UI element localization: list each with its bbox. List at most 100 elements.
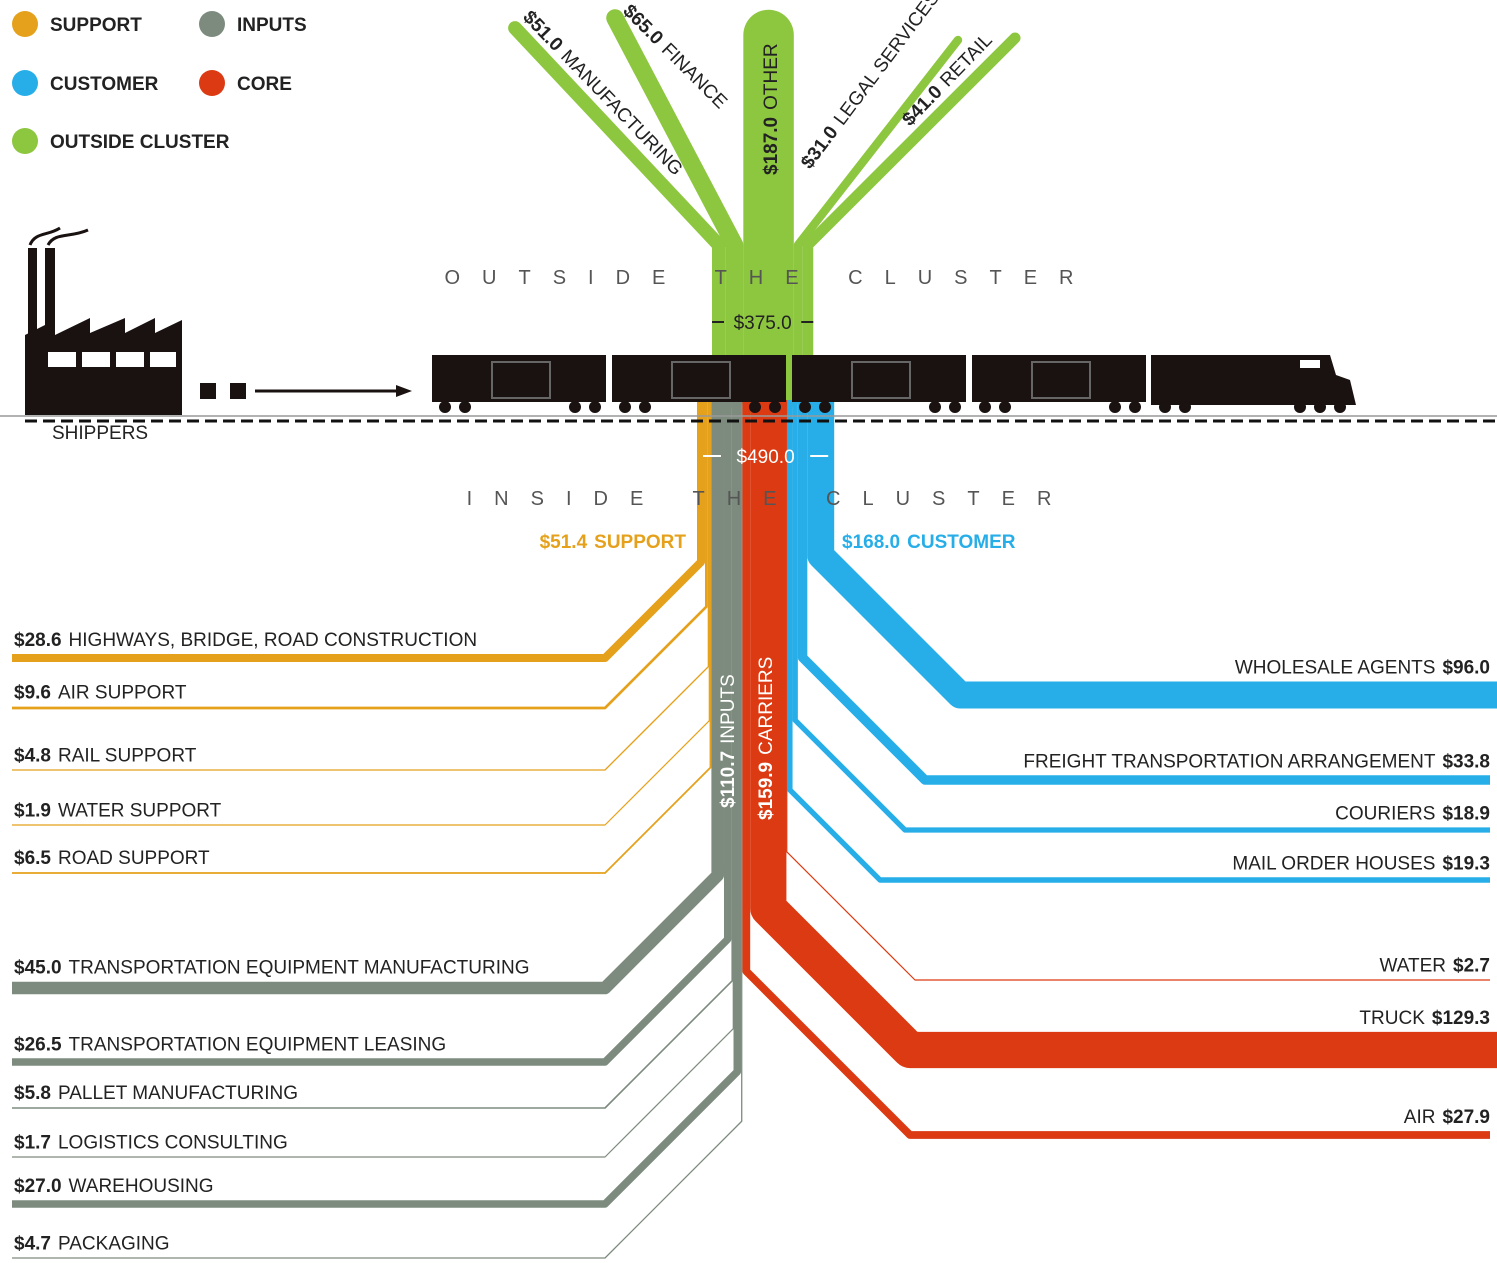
flow-label-part: $6.5 (14, 848, 51, 869)
flow-label-part: TRUCK (1359, 1008, 1425, 1029)
flow-label: WHOLESALE AGENTS $96.0 (1235, 658, 1490, 679)
wheel (459, 401, 471, 413)
wheel (749, 401, 761, 413)
flow-label: $26.5 TRANSPORTATION EQUIPMENT LEASING (14, 1034, 446, 1055)
wheel (1109, 401, 1121, 413)
inside-flow (742, 400, 1490, 1139)
wheel (1294, 401, 1306, 413)
flow-label-part: $129.3 (1432, 1008, 1490, 1029)
wheel (569, 401, 581, 413)
legend-swatch (12, 128, 38, 154)
smoke (28, 226, 89, 246)
legend-label: OUTSIDE CLUSTER (50, 132, 230, 153)
flow-label: FREIGHT TRANSPORTATION ARRANGEMENT $33.8 (1023, 751, 1490, 772)
legend-label: CORE (237, 74, 292, 95)
outside-flow-label-part: $187.0 (761, 117, 782, 175)
arrow-head (396, 385, 412, 397)
flow-label-part: WAREHOUSING (69, 1176, 214, 1197)
flow-label-part: $4.7 (14, 1233, 51, 1254)
flow-label-part: $26.5 (14, 1034, 62, 1055)
flow-label-part: $1.9 (14, 800, 51, 821)
wheel (979, 401, 991, 413)
inside-flow (12, 400, 710, 771)
group-label-part: $168.0 (842, 532, 900, 553)
inside-title: INSIDE THE CLUSTER (467, 488, 1074, 510)
group-label-part: $159.9 (756, 762, 777, 820)
flow-label-part: ROAD SUPPORT (58, 848, 210, 869)
flow-label: COURIERS $18.9 (1335, 803, 1490, 824)
factory (25, 226, 412, 415)
wheel (1159, 401, 1171, 413)
flow-label-part: $9.6 (14, 683, 51, 704)
outside-total: $375.0 (734, 313, 792, 334)
legend-swatch (199, 70, 225, 96)
outside-flow-label: $187.0 OTHER (761, 43, 782, 175)
flow-label-part: $5.8 (14, 1083, 51, 1104)
inside-flow (792, 400, 1490, 833)
inside-flow (807, 400, 1497, 709)
wheel (799, 401, 811, 413)
legend-swatch (199, 11, 225, 37)
legend-swatch (12, 70, 38, 96)
group-label-part: $51.4 (540, 532, 588, 553)
inside-flow (12, 400, 706, 663)
car-panel (1031, 361, 1091, 399)
flow-label: AIR $27.9 (1404, 1107, 1490, 1128)
flow-label: $9.6 AIR SUPPORT (14, 683, 187, 704)
flow-label-part: LOGISTICS CONSULTING (58, 1132, 288, 1153)
flow-label: WATER $2.7 (1380, 955, 1490, 976)
flow-label: $6.5 ROAD SUPPORT (14, 848, 210, 869)
flow-label: $1.9 WATER SUPPORT (14, 800, 222, 821)
legend-label: SUPPORT (50, 15, 142, 36)
group-label-part: SUPPORT (594, 532, 686, 553)
flow-label-part: WATER (1380, 955, 1447, 976)
flow-label-part: PACKAGING (58, 1233, 170, 1254)
window (116, 352, 144, 367)
flow-label-part: $18.9 (1442, 803, 1490, 824)
flows (12, 9, 1497, 1259)
flow-label: $27.0 WAREHOUSING (14, 1176, 214, 1197)
legend-label: INPUTS (237, 15, 307, 36)
wheel (999, 401, 1011, 413)
group-label-part: INPUTS (718, 674, 739, 744)
flow-label-part: $4.8 (14, 745, 51, 766)
group-label: $110.7 INPUTS (718, 674, 739, 808)
outside-flow (793, 35, 963, 405)
legend-label: CUSTOMER (50, 74, 159, 95)
outside-flow (802, 32, 1021, 406)
flow-label-part: FREIGHT TRANSPORTATION ARRANGEMENT (1023, 751, 1435, 772)
window (82, 352, 110, 367)
flow-label-part: $28.6 (14, 630, 62, 651)
inside-total: $490.0 (737, 447, 795, 468)
outside-title: OUTSIDE THE CLUSTER (445, 267, 1096, 289)
inside-flow (12, 400, 734, 1109)
wheel (439, 401, 451, 413)
flow-label-part: TRANSPORTATION EQUIPMENT LEASING (69, 1034, 447, 1055)
window (150, 352, 176, 367)
flow-label-part: MAIL ORDER HOUSES (1232, 853, 1435, 874)
wheel (619, 401, 631, 413)
flow-label-part: $33.8 (1442, 751, 1490, 772)
inside-flow (12, 400, 710, 826)
outside-flow (606, 9, 744, 409)
wheel (1314, 401, 1326, 413)
flow-label-part: $1.7 (14, 1132, 51, 1153)
flow-label-part: TRANSPORTATION EQUIPMENT MANUFACTURING (69, 958, 530, 979)
locomotive (1151, 355, 1356, 405)
dot (200, 383, 216, 399)
group-label-part: CUSTOMER (907, 532, 1016, 553)
car-panel (671, 361, 731, 399)
flow-label: $45.0 TRANSPORTATION EQUIPMENT MANUFACTUR… (14, 958, 530, 979)
flow-label: $1.7 LOGISTICS CONSULTING (14, 1132, 288, 1153)
flow-label-part: WATER SUPPORT (58, 800, 222, 821)
flow-label-part: $2.7 (1453, 955, 1490, 976)
wheel (929, 401, 941, 413)
outside-flow-label-part: OTHER (761, 43, 782, 110)
train: SHIPPERS (0, 226, 1497, 444)
inside-flow (12, 400, 743, 1259)
wheel (589, 401, 601, 413)
wheel (1129, 401, 1141, 413)
inside-flow (12, 400, 724, 995)
flow-label-part: PALLET MANUFACTURING (58, 1083, 298, 1104)
